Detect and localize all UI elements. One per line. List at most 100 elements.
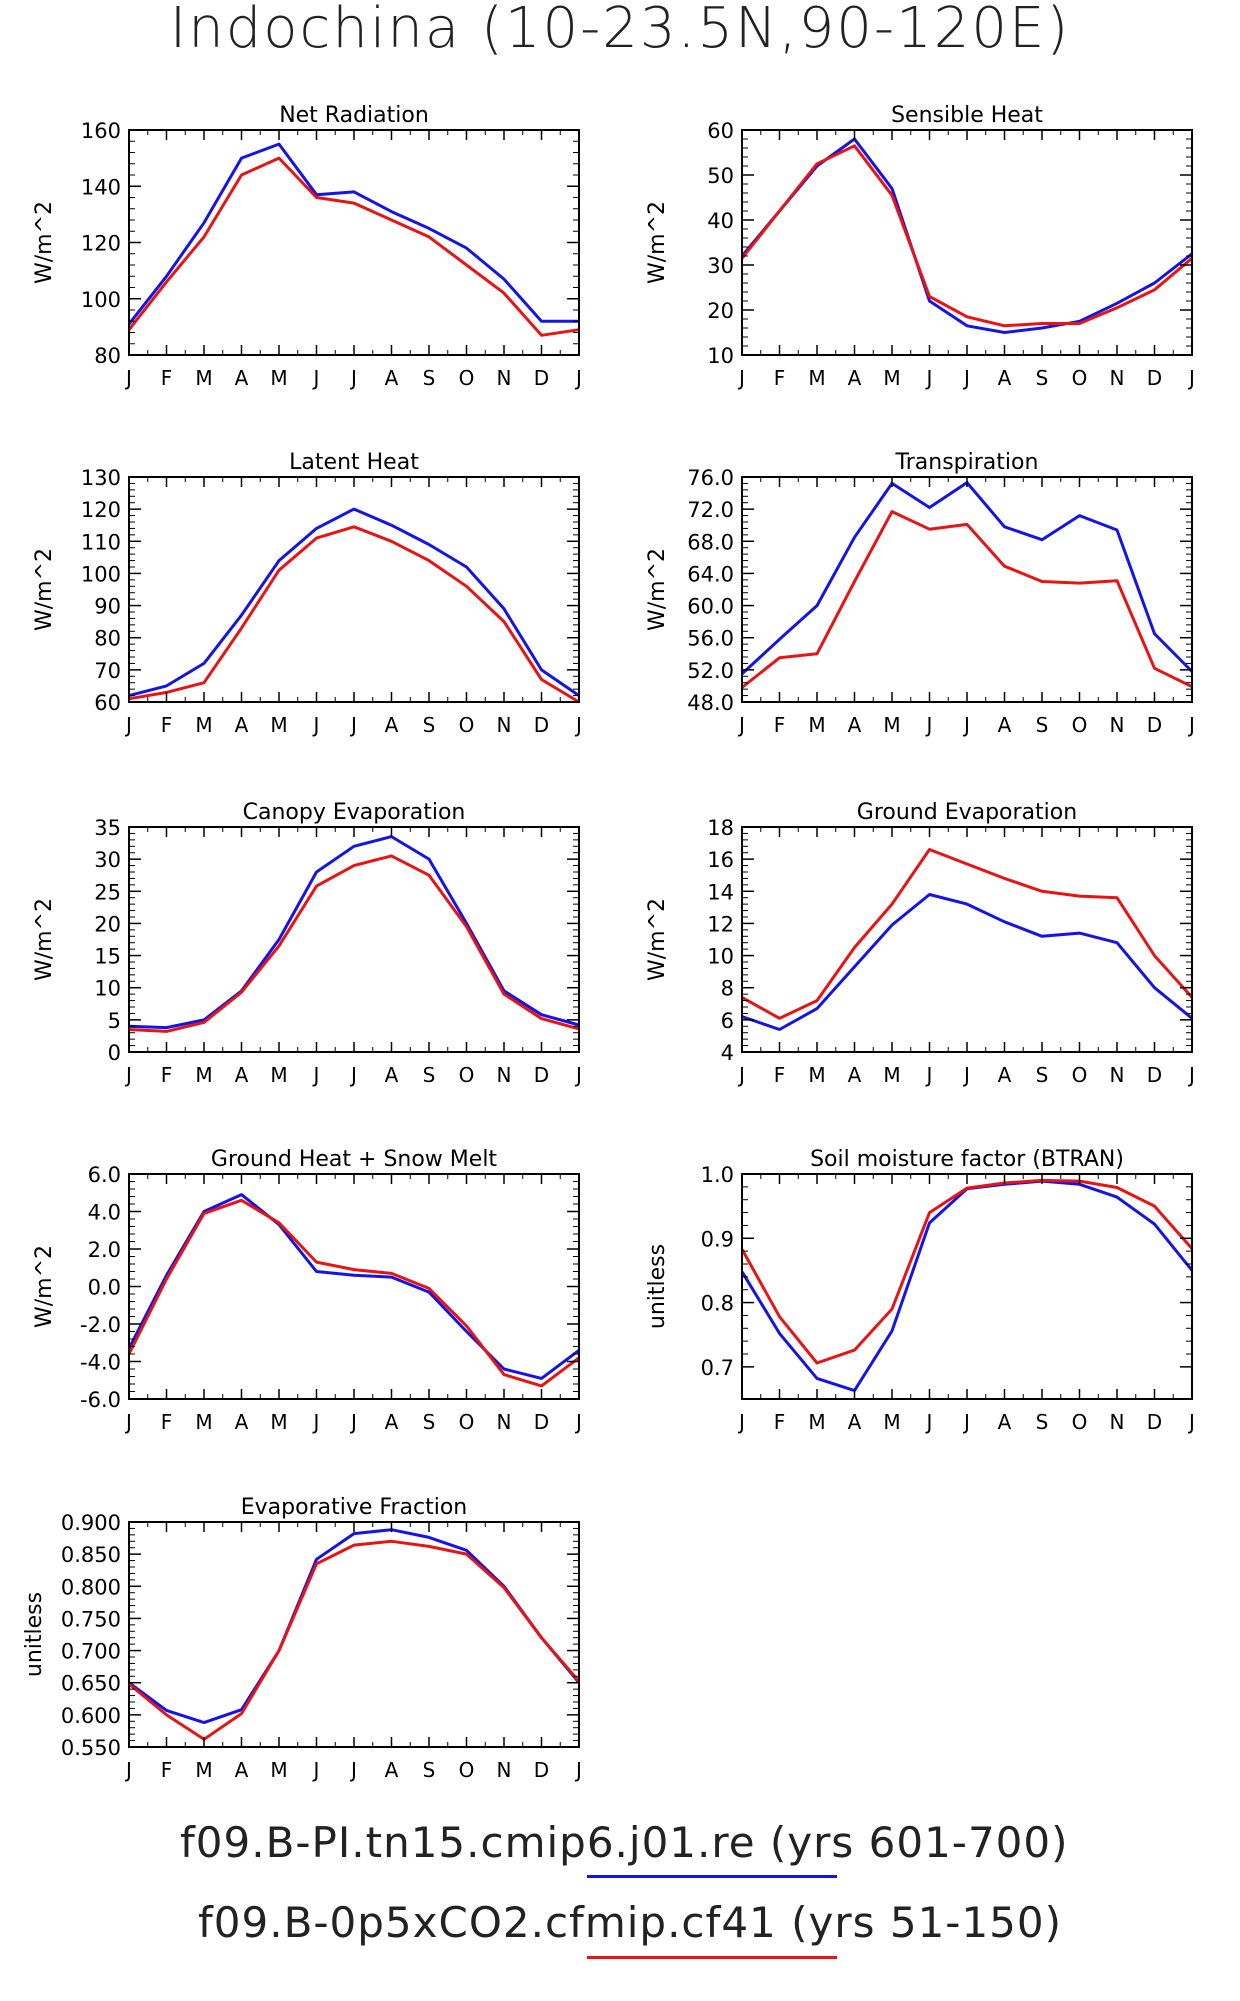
- plot-frame: [128, 1521, 580, 1748]
- x-tick-label: J: [312, 1063, 320, 1087]
- x-tick-label: J: [124, 1410, 132, 1434]
- y-tick-label: 70: [94, 659, 121, 683]
- series-line-red: [128, 1539, 581, 1741]
- panel-title: Canopy Evaporation: [243, 800, 466, 825]
- x-tick-label: M: [195, 1758, 212, 1782]
- x-tick-label: M: [883, 713, 900, 737]
- series-line-red: [127, 1198, 580, 1388]
- x-tick-label: O: [459, 366, 475, 390]
- chart-panel-9: J F M A M J J A S O N D J0.5500.6000.6500.7000.7500.…: [22, 1495, 582, 1782]
- x-tick-label: J: [574, 713, 582, 737]
- x-tick-label: J: [349, 713, 357, 737]
- y-tick-label: 0.700: [61, 1640, 121, 1664]
- x-tick-label: J: [737, 1410, 745, 1434]
- y-tick-label: 2.0: [88, 1238, 121, 1262]
- x-tick-label: A: [998, 1063, 1012, 1087]
- series-line-blue: [128, 1528, 581, 1725]
- y-tick-label: -2.0: [80, 1313, 121, 1337]
- x-tick-label: O: [459, 1063, 475, 1087]
- y-tick-label: 6.0: [88, 1163, 121, 1187]
- plot-frame: [128, 1173, 580, 1400]
- x-tick-label: J: [349, 366, 357, 390]
- y-axis-label: W/m^2: [645, 548, 670, 631]
- legend-swatch-2: [587, 1956, 837, 1959]
- x-tick-label: M: [270, 366, 287, 390]
- y-tick-label: 15: [94, 945, 121, 969]
- x-tick-label: M: [883, 1063, 900, 1087]
- panel-title: Sensible Heat: [891, 103, 1043, 128]
- x-tick-label: J: [925, 713, 933, 737]
- x-tick-label: S: [1036, 1063, 1049, 1087]
- x-tick-label: J: [962, 366, 970, 390]
- x-tick-label: A: [385, 1758, 399, 1782]
- plot-frame: [128, 826, 580, 1053]
- x-tick-label: S: [423, 366, 436, 390]
- x-tick-label: J: [737, 366, 745, 390]
- y-tick-label: 0.800: [61, 1575, 121, 1599]
- y-axis-label: W/m^2: [645, 898, 670, 981]
- y-tick-label: 80: [94, 344, 121, 368]
- chart-panel-4: J F M A M J J A S O N D J48.052.056.060.064.068.072.…: [645, 450, 1195, 737]
- y-axis-label: W/m^2: [32, 201, 57, 284]
- series-line-blue: [128, 507, 580, 698]
- y-tick-label: 60: [707, 119, 734, 143]
- y-tick-label: 110: [81, 530, 121, 554]
- x-tick-label: A: [385, 1063, 399, 1087]
- x-tick-label: D: [534, 1410, 549, 1434]
- y-tick-label: 20: [94, 912, 121, 936]
- x-tick-label: J: [312, 713, 320, 737]
- y-tick-label: 90: [94, 595, 121, 619]
- y-axis-label: W/m^2: [32, 1245, 57, 1328]
- x-tick-label: J: [124, 366, 132, 390]
- y-tick-label: 0.550: [61, 1736, 121, 1760]
- x-tick-label: J: [312, 366, 320, 390]
- y-axis-label: W/m^2: [32, 548, 57, 631]
- x-tick-label: M: [270, 1758, 287, 1782]
- y-tick-label: 4: [721, 1041, 734, 1065]
- series-line-red: [740, 144, 1193, 328]
- y-tick-label: 100: [81, 288, 121, 312]
- x-tick-label: S: [423, 1758, 436, 1782]
- x-tick-label: S: [1036, 366, 1049, 390]
- x-tick-label: O: [459, 713, 475, 737]
- x-tick-label: N: [497, 713, 512, 737]
- panel-title: Transpiration: [895, 450, 1039, 475]
- x-tick-label: N: [1110, 1063, 1125, 1087]
- x-tick-label: J: [737, 713, 745, 737]
- x-tick-label: A: [385, 1410, 399, 1434]
- x-tick-label: S: [423, 1063, 436, 1087]
- x-tick-label: A: [385, 366, 399, 390]
- x-tick-label: F: [161, 366, 173, 390]
- x-tick-label: N: [497, 1758, 512, 1782]
- y-tick-label: -6.0: [80, 1388, 121, 1412]
- y-tick-label: 5: [108, 1009, 121, 1033]
- x-tick-label: M: [883, 366, 900, 390]
- x-tick-label: A: [848, 713, 862, 737]
- y-tick-label: 1.0: [701, 1163, 734, 1187]
- plot-frame: [741, 1173, 1193, 1400]
- x-tick-label: J: [1187, 713, 1195, 737]
- x-tick-label: A: [998, 1410, 1012, 1434]
- legend-swatch-1: [587, 1875, 837, 1878]
- x-tick-label: A: [848, 1063, 862, 1087]
- plot-frame: [128, 129, 580, 356]
- x-tick-label: A: [235, 1410, 249, 1434]
- x-tick-label: O: [1072, 1410, 1088, 1434]
- x-tick-label: J: [925, 1410, 933, 1434]
- y-tick-label: 120: [81, 232, 121, 256]
- series-line-blue: [127, 1193, 580, 1380]
- x-tick-label: J: [124, 1063, 132, 1087]
- y-axis-label: unitless: [22, 1592, 47, 1677]
- panel-title: Net Radiation: [279, 103, 429, 128]
- x-tick-label: A: [848, 366, 862, 390]
- panel-title: Evaporative Fraction: [241, 1495, 467, 1520]
- x-tick-label: F: [161, 1410, 173, 1434]
- x-tick-label: S: [423, 1410, 436, 1434]
- x-tick-label: M: [883, 1410, 900, 1434]
- figure-title: Indochina (10-23.5N,90-120E): [169, 0, 1071, 61]
- series-line-red: [128, 525, 580, 704]
- y-tick-label: 60.0: [687, 595, 734, 619]
- series-line-red: [127, 156, 580, 337]
- x-tick-label: M: [808, 366, 825, 390]
